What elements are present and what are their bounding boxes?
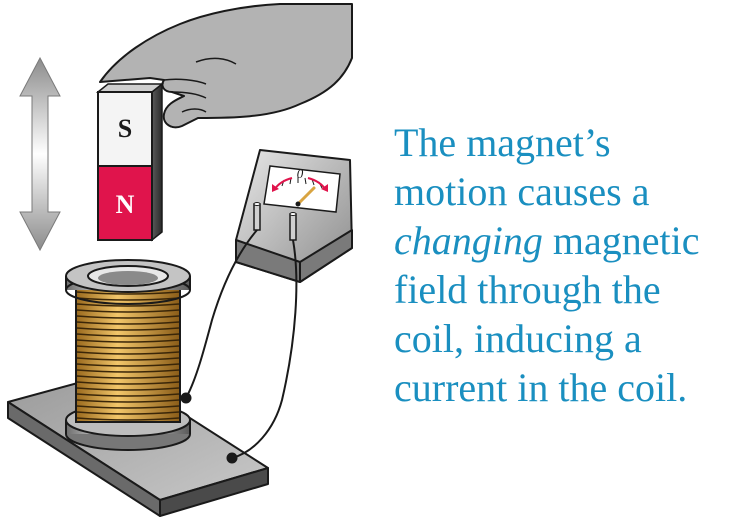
coil-turn: [76, 351, 180, 355]
coil-turn: [76, 309, 180, 313]
caption-line-6: current in the coil.: [394, 365, 688, 410]
magnet-north-label: N: [116, 190, 135, 219]
meter-dial: [263, 165, 341, 213]
caption-line-2: motion causes a: [394, 169, 650, 214]
bar-magnet: S N: [95, 82, 165, 242]
coil-turn: [76, 387, 180, 391]
coil-turn: [76, 357, 180, 361]
caption-line-3: changing magnetic: [394, 216, 738, 265]
caption-line-5: coil, inducing a: [394, 316, 642, 361]
coil-turn: [76, 411, 180, 415]
magnet-south-half: [97, 91, 153, 167]
caption-emphasis: changing: [394, 218, 543, 263]
coil-turn: [76, 399, 180, 403]
coil-turn: [76, 381, 180, 385]
caption-line-3-rest: magnetic: [542, 218, 700, 263]
coil-turn: [76, 315, 180, 319]
coil-turn: [76, 303, 180, 307]
caption: The magnet’s motion causes a changing ma…: [394, 118, 738, 412]
coil-turn: [76, 339, 180, 343]
caption-line-4: field through the: [394, 267, 661, 312]
magnet-south-label: S: [118, 114, 132, 143]
meter-needle: [296, 186, 316, 206]
caption-line-1: The magnet’s: [394, 120, 611, 165]
coil-turn: [76, 291, 180, 295]
magnet-north-half: [97, 165, 153, 241]
hand: [99, 3, 353, 129]
coil-turn: [76, 333, 180, 337]
coil-turn: [76, 321, 180, 325]
coil-turn: [76, 375, 180, 379]
coil-turn: [76, 345, 180, 349]
motion-arrow: [19, 56, 61, 252]
galvanometer: 0: [235, 149, 353, 283]
coil-turn: [76, 417, 180, 421]
coil-turn: [76, 369, 180, 373]
coil-turn: [76, 297, 180, 301]
coil-turn: [76, 405, 180, 409]
coil-turn: [76, 393, 180, 397]
meter-zero-label: 0: [297, 166, 304, 181]
coil-turn: [76, 327, 180, 331]
wires: [180, 229, 298, 464]
coil-windings: [76, 291, 180, 421]
coil-turn: [76, 363, 180, 367]
coil: [65, 259, 191, 451]
